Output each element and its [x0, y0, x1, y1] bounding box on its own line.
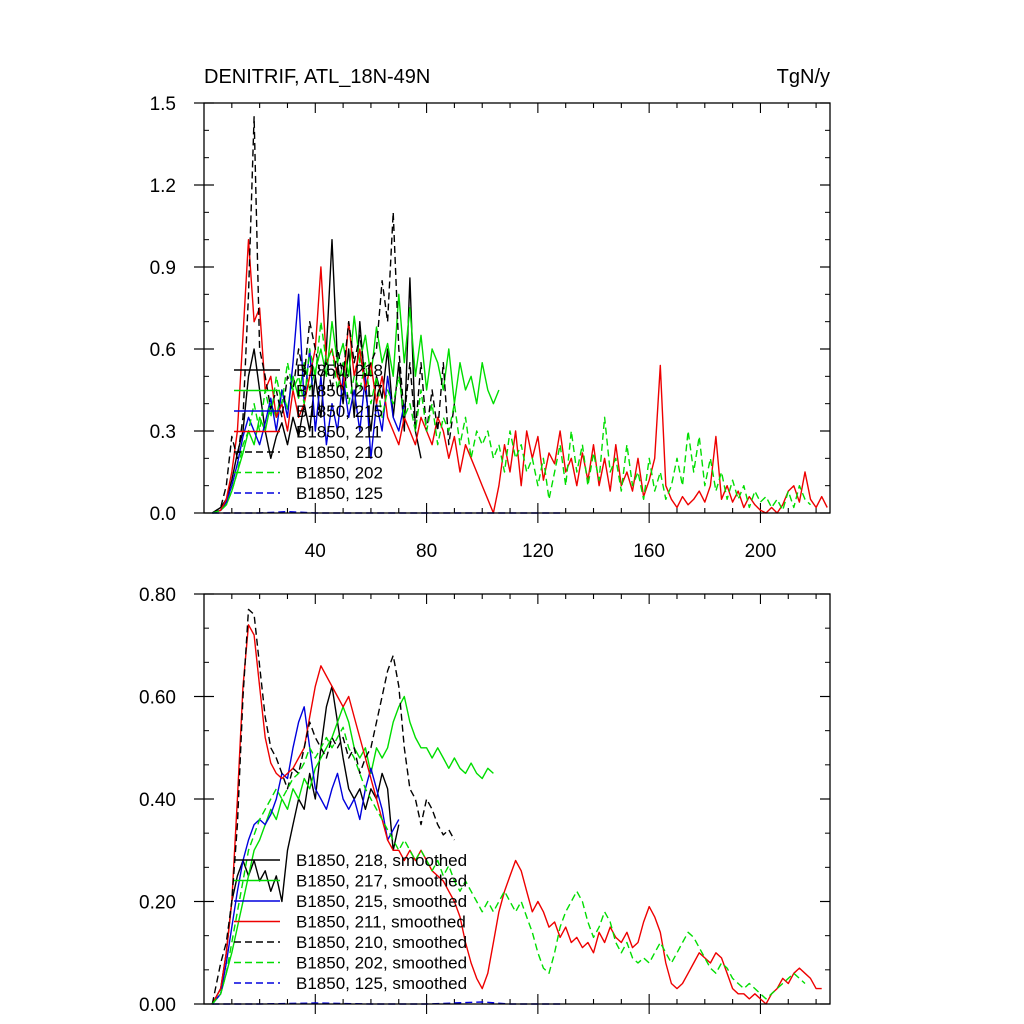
series-line-4: [211, 624, 822, 1005]
top-panel: DENITRIF, ATL_18N-49N TgN/y 0.0 0.3 0.6 0.9…: [150, 66, 831, 562]
y-tick-label: 0.3: [150, 422, 176, 443]
x-tick-label: 120: [522, 541, 554, 562]
y-tick-label: 0.60: [139, 688, 176, 709]
series-line-5: [211, 608, 456, 1005]
y-tick-label: 0.00: [139, 995, 176, 1016]
legend-label: B1850, 215, smoothed: [296, 892, 467, 911]
x-tick-label: 160: [633, 541, 665, 562]
x-tick-label: 40: [305, 541, 326, 562]
legend-label: B1850, 211, smoothed: [296, 913, 466, 932]
legend-label: B1850, 210, smoothed: [296, 933, 467, 952]
y-tick-label: 0.80: [139, 585, 176, 606]
series-line-3: [211, 706, 400, 1005]
series-line-1: [211, 685, 400, 1005]
legend-label: B1850, 125, smoothed: [296, 974, 467, 993]
series-line-6: [211, 726, 806, 1005]
x-tick-label: 80: [416, 541, 437, 562]
y-tick-label: 0.20: [139, 893, 176, 914]
legend-label: B1850, 202, smoothed: [296, 954, 467, 973]
legend-label: B1850, 125: [296, 484, 383, 503]
y-tick-label: 0.6: [150, 340, 176, 361]
legend-label: B1850, 215: [296, 402, 383, 421]
legend-label: B1850, 211: [296, 423, 382, 442]
y-tick-label: 1.2: [150, 176, 176, 197]
top-plot-frame: [203, 102, 831, 514]
legend-label: B1850, 218, smoothed: [296, 851, 467, 870]
y-tick-label: 0.0: [150, 504, 176, 525]
legend-label: B1850, 217: [296, 382, 383, 401]
y-tick-label: 0.40: [139, 790, 176, 811]
bottom-plot-frame: [203, 593, 831, 1005]
legend-label: B1850, 217, smoothed: [296, 872, 467, 891]
legend-label: B1850, 218: [296, 361, 383, 380]
legend-label: B1850, 202: [296, 464, 383, 483]
units-label: TgN/y: [777, 66, 830, 88]
series-line-5: [211, 116, 456, 514]
x-tick-label: 200: [745, 541, 777, 562]
series-line-6: [212, 321, 811, 514]
bottom-panel: 0.00 0.20 0.40 0.60 0.80 B1850, 218, smoothe…: [139, 585, 831, 1016]
legend-label: B1850, 210: [296, 443, 383, 462]
y-tick-label: 1.5: [150, 94, 176, 115]
series-line-2: [212, 293, 500, 514]
chart-title: DENITRIF, ATL_18N-49N: [204, 66, 430, 88]
y-tick-label: 0.9: [150, 258, 176, 279]
